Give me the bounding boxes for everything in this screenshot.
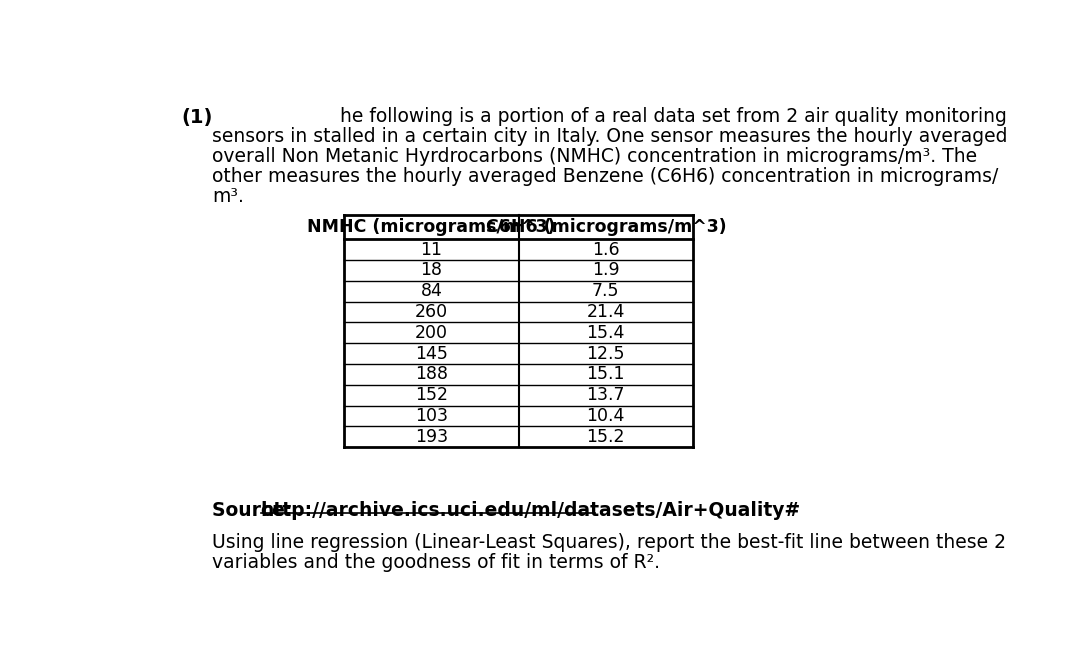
Text: 15.4: 15.4 (586, 324, 625, 342)
Text: 15.1: 15.1 (586, 365, 625, 383)
Text: 21.4: 21.4 (586, 303, 625, 321)
Text: 1.6: 1.6 (592, 241, 620, 259)
Text: NMHC (micrograms/m^3): NMHC (micrograms/m^3) (307, 218, 555, 236)
Text: 7.5: 7.5 (592, 282, 620, 300)
Text: overall Non Metanic Hyrdrocarbons (NMHC) concentration in micrograms/m³. The: overall Non Metanic Hyrdrocarbons (NMHC)… (213, 147, 977, 166)
Text: 260: 260 (415, 303, 448, 321)
Text: http://archive.ics.uci.edu/ml/datasets/Air+Quality#: http://archive.ics.uci.edu/ml/datasets/A… (260, 501, 800, 520)
Text: 10.4: 10.4 (586, 407, 625, 425)
Text: 188: 188 (415, 365, 448, 383)
Text: sensors in stalled in a certain city in Italy. One sensor measures the hourly av: sensors in stalled in a certain city in … (213, 127, 1008, 146)
Text: variables and the goodness of fit in terms of R².: variables and the goodness of fit in ter… (213, 553, 661, 573)
Text: m³.: m³. (213, 187, 244, 206)
Text: 193: 193 (415, 428, 448, 446)
Text: 15.2: 15.2 (586, 428, 625, 446)
Text: 1.9: 1.9 (592, 261, 620, 279)
Text: (1): (1) (181, 108, 213, 127)
Text: Using line regression (Linear-Least Squares), report the best-fit line between t: Using line regression (Linear-Least Squa… (213, 533, 1007, 553)
Text: 103: 103 (415, 407, 448, 425)
Text: 152: 152 (415, 386, 448, 404)
Text: 145: 145 (415, 344, 448, 362)
Text: 13.7: 13.7 (586, 386, 625, 404)
Text: C6H6 (micrograms/m^3): C6H6 (micrograms/m^3) (486, 218, 726, 236)
Text: he following is a portion of a real data set from 2 air quality monitoring: he following is a portion of a real data… (340, 107, 1008, 126)
Text: 18: 18 (420, 261, 443, 279)
Text: other measures the hourly averaged Benzene (C6H6) concentration in micrograms/: other measures the hourly averaged Benze… (213, 167, 999, 186)
Text: 200: 200 (415, 324, 448, 342)
Text: Source:: Source: (213, 501, 299, 520)
Text: 84: 84 (420, 282, 443, 300)
Text: 12.5: 12.5 (586, 344, 625, 362)
Text: 11: 11 (420, 241, 443, 259)
